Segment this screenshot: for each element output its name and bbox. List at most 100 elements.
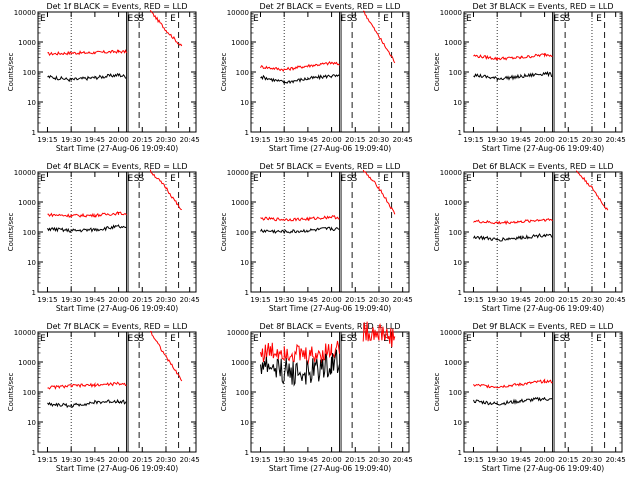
event-marker-label: E <box>466 334 472 344</box>
event-marker-label: E <box>127 334 133 344</box>
plot-frame <box>37 11 197 133</box>
x-tick-label: 19:30 <box>274 136 294 144</box>
panel-title: Det 6f BLACK = Events, RED = LLD <box>472 162 613 171</box>
x-tick-label: 19:30 <box>487 296 507 304</box>
y-tick-label: 1 <box>245 129 249 137</box>
x-tick-label: 20:15 <box>345 456 365 464</box>
x-tick-label: 20:30 <box>369 296 389 304</box>
x-tick-label: 19:30 <box>487 456 507 464</box>
events-series-line <box>260 226 340 234</box>
panel-title: Det 1f BLACK = Events, RED = LLD <box>46 2 187 11</box>
plot-frame <box>250 331 410 453</box>
x-tick-label: 20:45 <box>393 136 413 144</box>
lld-series-line <box>473 378 553 389</box>
x-tick-label: 20:15 <box>558 456 578 464</box>
y-tick-label: 1000 <box>231 39 249 47</box>
x-tick-label: 20:15 <box>132 296 152 304</box>
events-series-line <box>473 232 553 242</box>
x-tick-label: 20:00 <box>108 456 128 464</box>
x-tick-label: 20:00 <box>321 136 341 144</box>
y-tick-label: 10 <box>240 99 249 107</box>
y-tick-label: 10 <box>27 419 36 427</box>
x-axis-label: Start Time (27-Aug-06 19:09:40) <box>269 304 391 313</box>
y-tick-label: 100 <box>23 229 36 237</box>
detector-panel-8: Det 8f BLACK = Events, RED = LLD 1 10 100 10… <box>220 321 413 473</box>
detector-panel-1: Det 1f BLACK = Events, RED = LLD 1 10 100 10… <box>7 2 200 153</box>
x-tick-label: 20:30 <box>369 136 389 144</box>
y-tick-label: 10000 <box>440 329 462 337</box>
plot-frame <box>37 171 197 293</box>
detector-panel-3: Det 3f BLACK = Events, RED = LLD 1 10 100 10… <box>433 2 626 153</box>
x-tick-label: 20:30 <box>156 136 176 144</box>
y-tick-label: 1000 <box>18 39 36 47</box>
x-tick-label: 19:15 <box>250 456 270 464</box>
y-tick-label: 10000 <box>227 329 249 337</box>
x-tick-label: 19:15 <box>250 136 270 144</box>
x-tick-label: 19:30 <box>487 136 507 144</box>
x-axis-label: Start Time (27-Aug-06 19:09:40) <box>269 144 391 153</box>
x-tick-label: 19:45 <box>511 296 531 304</box>
lld-series-line <box>260 215 340 222</box>
y-axis-label: Counts/sec <box>220 373 228 412</box>
event-marker-label: E <box>383 174 389 184</box>
event-marker-label: E <box>553 334 559 344</box>
x-tick-label: 19:45 <box>85 136 105 144</box>
event-marker-label: S <box>560 174 566 184</box>
x-tick-label: 19:15 <box>463 296 483 304</box>
x-tick-label: 19:30 <box>61 136 81 144</box>
event-marker-label: S <box>347 174 353 184</box>
y-axis-label: Counts/sec <box>433 373 441 412</box>
detector-panel-9: Det 9f BLACK = Events, RED = LLD 1 10 100 10… <box>433 322 626 473</box>
x-tick-label: 19:45 <box>298 456 318 464</box>
y-tick-label: 10 <box>453 419 462 427</box>
y-axis-label: Counts/sec <box>7 213 15 252</box>
x-tick-label: 20:45 <box>180 296 200 304</box>
lld-series-line <box>47 49 127 57</box>
x-tick-label: 20:15 <box>558 296 578 304</box>
y-axis-label: Counts/sec <box>220 53 228 92</box>
event-marker-label: S <box>134 174 140 184</box>
y-tick-label: 10000 <box>14 9 36 17</box>
panel-title: Det 2f BLACK = Events, RED = LLD <box>259 2 400 11</box>
event-marker-label: E <box>253 334 259 344</box>
events-series-line <box>47 398 127 409</box>
y-tick-label: 10 <box>240 419 249 427</box>
detector-panel-4: Det 4f BLACK = Events, RED = LLD 1 10 100 10… <box>7 162 200 313</box>
x-tick-label: 19:15 <box>463 136 483 144</box>
x-tick-label: 19:15 <box>37 456 57 464</box>
x-tick-label: 19:30 <box>274 296 294 304</box>
lld-series-line <box>362 169 396 215</box>
lld-series-line <box>47 381 127 390</box>
event-marker-label: E <box>596 174 602 184</box>
x-tick-label: 19:45 <box>511 136 531 144</box>
event-marker-label: E <box>466 14 472 24</box>
x-tick-label: 20:45 <box>606 136 626 144</box>
x-tick-label: 19:15 <box>250 296 270 304</box>
panel-title: Det 9f BLACK = Events, RED = LLD <box>472 322 613 331</box>
x-tick-label: 19:45 <box>85 456 105 464</box>
y-tick-label: 1000 <box>231 359 249 367</box>
x-tick-label: 20:15 <box>345 136 365 144</box>
plot-frame <box>463 331 623 453</box>
event-marker-label: E <box>40 174 46 184</box>
y-tick-label: 10 <box>453 99 462 107</box>
y-tick-label: 10000 <box>14 169 36 177</box>
x-tick-label: 19:30 <box>61 296 81 304</box>
lld-series-line <box>473 52 553 61</box>
x-tick-label: 20:45 <box>606 456 626 464</box>
event-marker-label: S <box>347 334 353 344</box>
event-marker-label: E <box>553 14 559 24</box>
x-tick-label: 20:15 <box>345 296 365 304</box>
events-series-line <box>47 223 127 233</box>
y-axis-label: Counts/sec <box>7 373 15 412</box>
event-marker-label: E <box>596 334 602 344</box>
event-marker-label: S <box>565 174 571 184</box>
y-tick-label: 1 <box>245 289 249 297</box>
panel-title: Det 7f BLACK = Events, RED = LLD <box>46 322 187 331</box>
event-marker-label: S <box>565 14 571 24</box>
y-tick-label: 10 <box>27 259 36 267</box>
y-tick-label: 10000 <box>14 329 36 337</box>
y-tick-label: 1 <box>458 289 462 297</box>
x-tick-label: 20:00 <box>321 296 341 304</box>
